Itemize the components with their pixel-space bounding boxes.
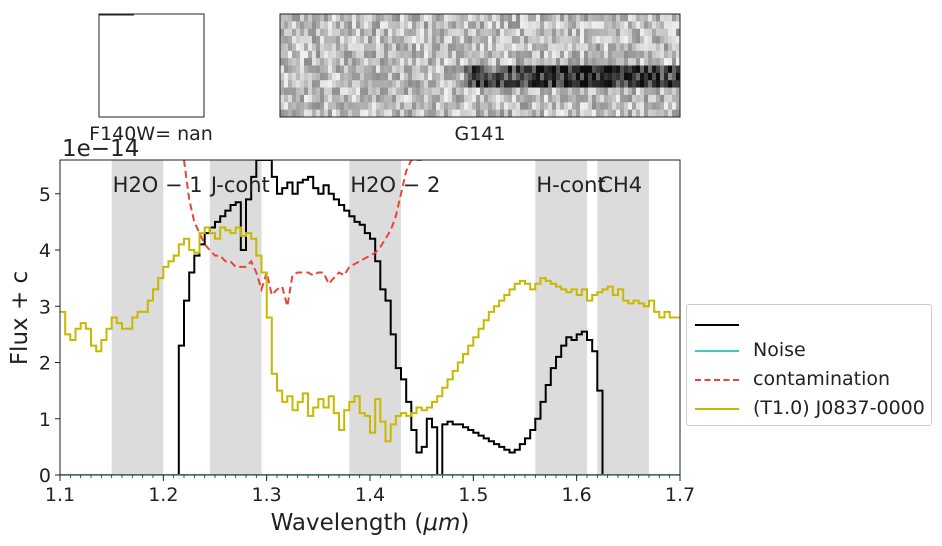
series-2 [183,160,422,307]
band-label-2: H2O − 2 [350,173,440,197]
y-tick-label-0: 0 [39,465,51,487]
grism-2d-spectrum [280,14,681,118]
y-tick-label-3: 3 [39,296,51,318]
legend-swatch-contamination [695,379,739,381]
legend-item-spectrum [687,311,931,339]
band-label-3: H-cont [536,173,605,197]
band-4 [597,160,649,475]
legend-item-contamination: contamination [687,366,931,394]
y-tick-label-4: 4 [39,240,51,262]
band-1 [209,160,262,475]
y-tick-label-5: 5 [39,184,51,206]
x-axis: 1.1 1.2 1.3 1.4 1.5 1.6 1.7 [45,475,695,506]
x-axis-label: Wavelength (μm) [271,510,470,536]
y-tick-label-1: 1 [39,409,51,431]
series-3 [60,226,680,443]
legend-label-contamination: contamination [753,368,891,390]
band-3 [535,160,587,475]
x-tick-label-2: 1.3 [252,484,282,506]
legend: Noise contamination (T1.0) J0837-0000 [686,304,932,426]
grism-label: G141 [455,123,506,145]
y-tick-label-2: 2 [39,353,51,375]
legend-swatch-template [695,408,739,410]
y-axis: 0 1 2 3 4 5 [39,184,60,487]
x-tick-label-5: 1.6 [562,484,592,506]
x-axis-label-text: Wavelength ( [271,510,424,536]
feature-bands [111,160,649,475]
spectra-lines [60,160,680,475]
legend-label-noise: Noise [753,339,806,361]
direct-image-label: F140W= nan [89,123,213,145]
x-tick-label-1: 1.2 [148,484,178,506]
band-label-0: H2O − 1 [113,173,203,197]
band-label-4: CH4 [598,173,642,197]
legend-swatch-noise [695,350,739,352]
legend-swatch-spectrum [695,324,739,326]
legend-item-noise: Noise [687,337,931,365]
series-0 [172,160,604,475]
x-tick-label-0: 1.1 [45,484,75,506]
x-tick-label-3: 1.4 [355,484,385,506]
x-tick-label-4: 1.5 [458,484,488,506]
legend-label-template: (T1.0) J0837-0000 [753,397,925,419]
x-tick-label-6: 1.7 [665,484,695,506]
y-axis-label: Flux + c [7,271,33,365]
legend-item-template: (T1.0) J0837-0000 [687,395,931,423]
y-offset-label: 1e−14 [62,136,139,162]
band-label-1: J-cont [209,173,270,197]
direct-image-thumbnail [98,13,205,118]
